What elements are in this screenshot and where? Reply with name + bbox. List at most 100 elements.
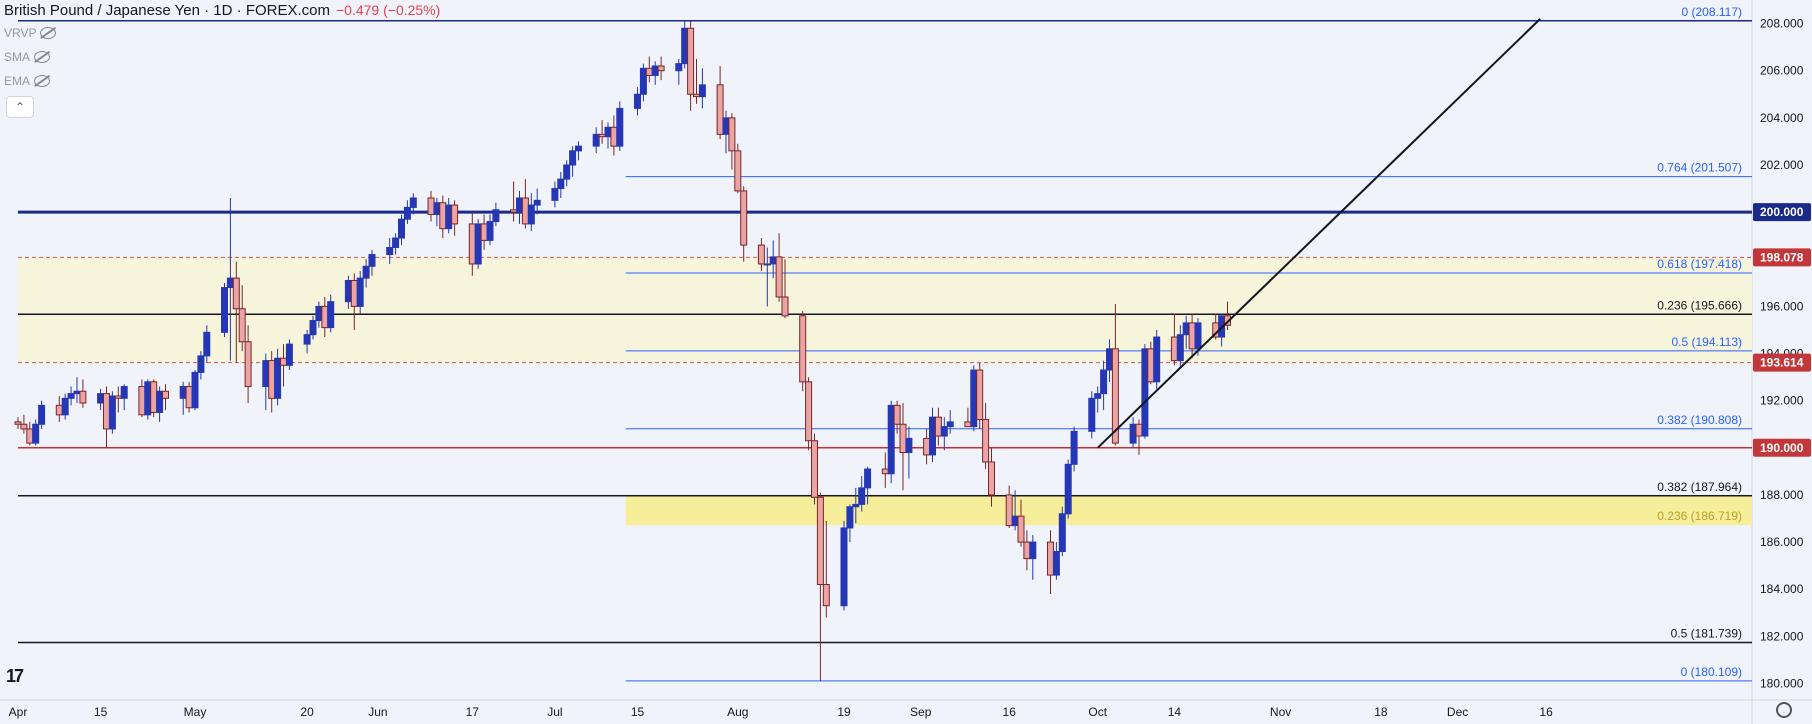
candle-body	[805, 381, 813, 442]
candle-body	[946, 421, 954, 428]
candle-body	[1194, 322, 1202, 350]
candle-body	[1224, 315, 1231, 326]
candle-body	[1176, 334, 1184, 362]
candle-body	[79, 390, 87, 404]
candle-body	[610, 126, 618, 147]
candle-body	[1100, 369, 1108, 395]
x-tick-label: Jul	[547, 705, 562, 719]
candle-body	[757, 244, 765, 265]
fib-annotation: 0.236 (195.666)	[1657, 298, 1742, 312]
candle-body	[557, 178, 565, 190]
candle-body	[262, 360, 270, 388]
candle-body	[1005, 494, 1013, 527]
candle-body	[982, 419, 990, 463]
indicator-sma[interactable]: SMA	[4, 50, 51, 64]
x-tick-label: Sep	[910, 705, 932, 719]
x-tick-label: Jun	[368, 705, 387, 719]
candle-body	[162, 390, 169, 399]
candle-body	[156, 390, 164, 413]
candle-body	[852, 503, 860, 508]
candle-body	[238, 308, 246, 343]
candle-body	[988, 461, 995, 496]
candle-body	[32, 423, 40, 444]
candle-body	[799, 315, 807, 383]
symbol-title[interactable]: British Pound / Japanese Yen · 1D · FORE…	[4, 2, 330, 19]
fib-annotation: 0.382 (190.808)	[1657, 413, 1742, 427]
candle-body	[934, 416, 942, 437]
y-tick-label: 206.000	[1760, 64, 1804, 78]
candle-body	[716, 84, 724, 135]
chart-header: British Pound / Japanese Yen · 1D · FORE…	[4, 2, 440, 19]
candle-body	[1064, 463, 1072, 515]
candle-body	[398, 218, 405, 239]
x-tick-label: Aug	[727, 705, 748, 719]
tradingview-logo[interactable]: 17	[6, 666, 24, 686]
candle-body	[1129, 423, 1137, 444]
candle-body	[191, 371, 199, 409]
candle-body	[303, 334, 311, 345]
x-tick-label: Nov	[1270, 705, 1291, 719]
highlight-zone	[625, 495, 1753, 526]
y-tick-label: 208.000	[1760, 17, 1804, 31]
candle-body	[657, 65, 665, 72]
x-tick-label: 14	[1168, 705, 1182, 719]
candle-body	[468, 223, 476, 265]
candle-body	[386, 246, 394, 256]
indicator-vrvp[interactable]: VRVP	[4, 26, 57, 40]
x-tick-label: 17	[466, 705, 480, 719]
y-tick-label: 202.000	[1760, 158, 1804, 172]
y-tick-label: 184.000	[1760, 582, 1804, 596]
candle-body	[185, 386, 193, 409]
x-tick-label: 19	[837, 705, 851, 719]
candle-body	[403, 206, 411, 220]
candle-body	[226, 277, 234, 289]
candle-body	[592, 133, 600, 147]
x-tick-label: 20	[300, 705, 314, 719]
x-tick-label: Apr	[9, 705, 28, 719]
x-tick-label: May	[184, 705, 207, 719]
candle-body	[775, 256, 783, 298]
candle-body	[811, 440, 818, 498]
candle-body	[722, 117, 730, 135]
y-tick-label: 196.000	[1760, 299, 1804, 313]
candle-body	[427, 197, 435, 215]
settings-gear-icon[interactable]	[1776, 702, 1792, 718]
candle-body	[108, 395, 116, 430]
candle-body	[940, 426, 948, 437]
candle-body	[645, 67, 653, 76]
candle-body	[97, 393, 105, 404]
candle-body	[103, 393, 110, 430]
candle-body	[344, 279, 352, 303]
y-tick-label: 188.000	[1760, 488, 1804, 502]
fib-annotation: 0.764 (201.507)	[1657, 161, 1742, 175]
candle-body	[274, 357, 282, 399]
candle-body	[740, 190, 748, 246]
candle-body	[816, 496, 824, 586]
candle-body	[1029, 541, 1037, 560]
candle-body	[893, 404, 901, 425]
candle-body	[551, 188, 559, 201]
collapse-indicators-button[interactable]: ⌃	[6, 96, 34, 118]
candle-body	[634, 93, 641, 109]
indicator-label: SMA	[4, 50, 31, 64]
indicator-ema[interactable]: EMA	[4, 74, 51, 88]
candle-body	[309, 320, 317, 336]
candle-body	[846, 506, 854, 529]
candle-body	[1058, 513, 1066, 553]
candle-body	[616, 107, 624, 147]
candle-body	[976, 369, 984, 421]
candle-body	[1182, 322, 1190, 336]
price-tag-label: 193.614	[1760, 356, 1804, 370]
candle-body	[905, 437, 913, 454]
eye-off-icon[interactable]	[40, 27, 57, 39]
eye-off-icon[interactable]	[34, 75, 51, 87]
candle-body	[598, 133, 606, 138]
indicator-label: VRVP	[4, 26, 37, 40]
eye-off-icon[interactable]	[34, 51, 51, 63]
fib-annotation: 0.5 (194.113)	[1672, 335, 1743, 349]
candle-body	[280, 357, 287, 366]
candle-body	[681, 27, 689, 65]
candle-body	[781, 296, 789, 317]
candle-body	[392, 237, 400, 248]
